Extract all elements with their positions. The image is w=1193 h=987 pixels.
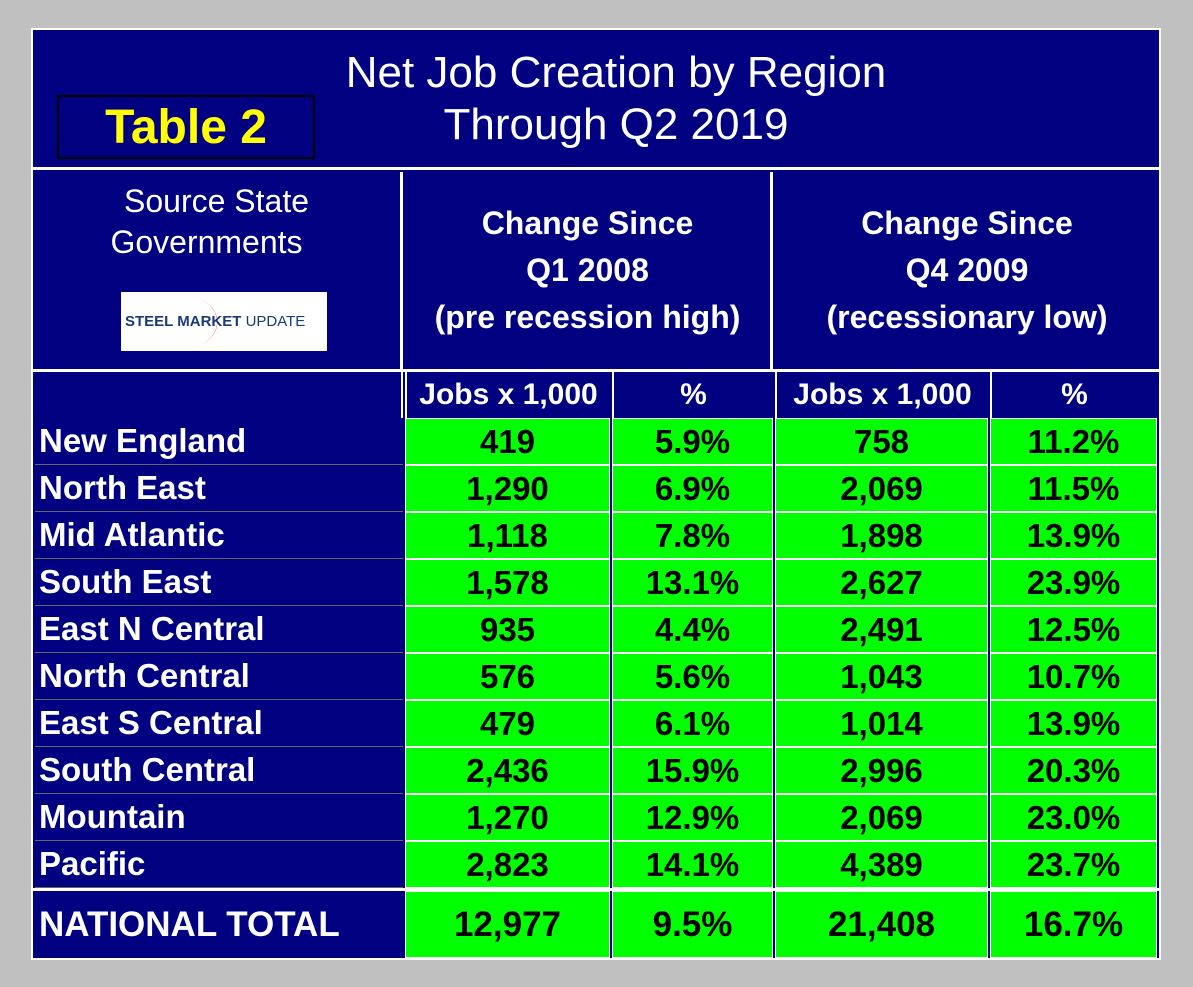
data-cell: 1,118 [405, 512, 610, 559]
data-cell: 5.6% [612, 653, 773, 700]
data-cell: 2,069 [775, 794, 988, 841]
logo: STEEL MARKET UPDATE [121, 292, 327, 351]
group-header-line: Q1 2008 [526, 252, 649, 288]
data-cell: 419 [405, 418, 610, 465]
data-cell: 1,270 [405, 794, 610, 841]
data-cell: 13.1% [612, 559, 773, 606]
row-label: North Central [35, 653, 403, 700]
data-cell: 11.5% [990, 465, 1157, 512]
data-cell: 6.9% [612, 465, 773, 512]
header-empty [35, 372, 403, 418]
row-label: South Central [35, 747, 403, 794]
logo-bold: STEEL MARKET [125, 313, 242, 330]
data-cell: 13.9% [990, 512, 1157, 559]
data-cell: 2,627 [775, 559, 988, 606]
column-header: % [612, 372, 773, 418]
row-label: Pacific [35, 841, 403, 888]
title: Net Job Creation by Region [345, 47, 887, 97]
data-cell: 6.1% [612, 700, 773, 747]
divider [33, 888, 1159, 891]
row-label: Mountain [35, 794, 403, 841]
total-cell: 21,408 [775, 891, 988, 958]
data-cell: 2,069 [775, 465, 988, 512]
group-header: Change Since Q1 2008 (pre recession high) [405, 172, 773, 369]
data-cell: 2,823 [405, 841, 610, 888]
data-cell: 576 [405, 653, 610, 700]
data-cell: 758 [775, 418, 988, 465]
title-block: Net Job Creation by Region Through Q2 20… [33, 30, 1159, 170]
total-cell: 16.7% [990, 891, 1157, 958]
group-header-line: Q4 2009 [905, 252, 1029, 288]
data-cell: 7.8% [612, 512, 773, 559]
data-cell: 23.0% [990, 794, 1157, 841]
column-header: % [990, 372, 1157, 418]
column-header: Jobs x 1,000 [405, 372, 610, 418]
row-label: East N Central [35, 606, 403, 653]
data-cell: 1,578 [405, 559, 610, 606]
group-header: Change Since Q4 2009 (recessionary low) [775, 172, 1159, 369]
data-cell: 23.7% [990, 841, 1157, 888]
row-label: South East [35, 559, 403, 606]
data-cell: 4,389 [775, 841, 988, 888]
subtitle: Through Q2 2019 [443, 99, 789, 149]
row-label: North East [35, 465, 403, 512]
source-line: Source State [124, 183, 309, 219]
group-header-line: Change Since [481, 205, 694, 241]
total-cell: 12,977 [405, 891, 610, 958]
data-cell: 11.2% [990, 418, 1157, 465]
data-cell: 13.9% [990, 700, 1157, 747]
data-cell: 479 [405, 700, 610, 747]
column-header: Jobs x 1,000 [775, 372, 988, 418]
data-cell: 2,436 [405, 747, 610, 794]
data-cell: 14.1% [612, 841, 773, 888]
row-label: New England [35, 418, 403, 465]
group-header-line: (recessionary low) [826, 299, 1108, 335]
source-block: Source State Governments [33, 172, 403, 369]
data-cell: 1,014 [775, 700, 988, 747]
data-cell: 12.9% [612, 794, 773, 841]
data-cell: 2,996 [775, 747, 988, 794]
data-cell: 10.7% [990, 653, 1157, 700]
total-label: NATIONAL TOTAL [35, 891, 403, 958]
data-cell: 20.3% [990, 747, 1157, 794]
data-cell: 4.4% [612, 606, 773, 653]
group-header-line: (pre recession high) [434, 299, 741, 335]
data-cell: 1,898 [775, 512, 988, 559]
total-cell: 9.5% [612, 891, 773, 958]
data-cell: 935 [405, 606, 610, 653]
group-header-line: Change Since [861, 205, 1073, 241]
data-cell: 2,491 [775, 606, 988, 653]
badge: Table 2 [57, 95, 315, 159]
data-cell: 5.9% [612, 418, 773, 465]
source-line: Governments [110, 224, 303, 260]
row-label: East S Central [35, 700, 403, 747]
logo-text: STEEL MARKET UPDATE [125, 313, 305, 330]
data-cell: 1,290 [405, 465, 610, 512]
data-cell: 1,043 [775, 653, 988, 700]
row-label: Mid Atlantic [35, 512, 403, 559]
data-cell: 15.9% [612, 747, 773, 794]
data-cell: 12.5% [990, 606, 1157, 653]
logo-light: UPDATE [245, 313, 306, 330]
data-cell: 23.9% [990, 559, 1157, 606]
divider [33, 369, 1159, 372]
